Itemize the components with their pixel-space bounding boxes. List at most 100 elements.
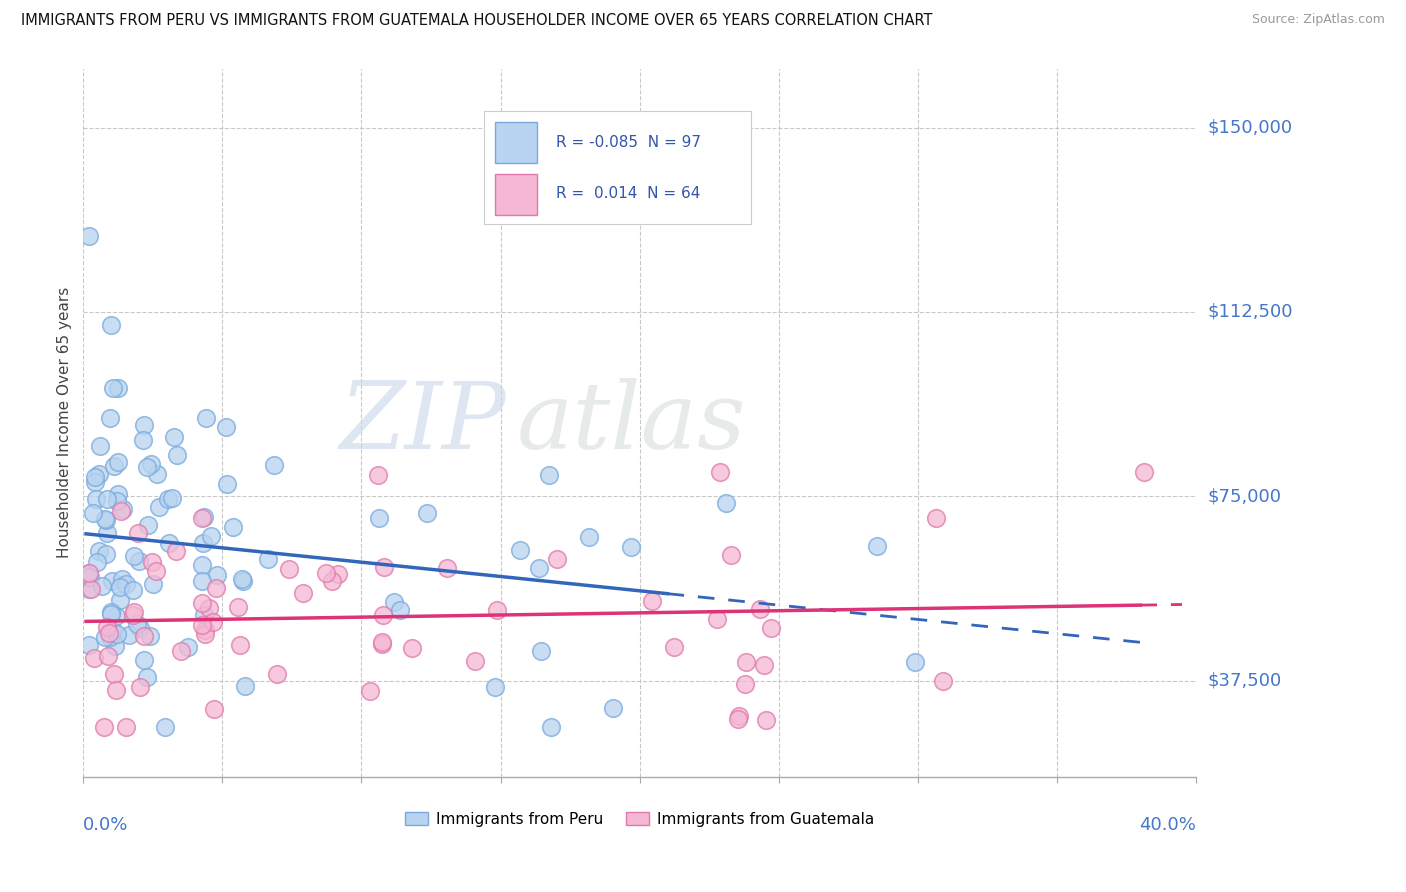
Point (89, 439, 111, 453)
Point (292, 585, 315, 599)
Point (373, 608, 395, 623)
Point (163, 430, 186, 444)
Point (91, 579, 114, 593)
Point (136, 518, 159, 533)
Point (122, 549, 145, 563)
Point (201, 615, 224, 629)
Point (129, 680, 152, 694)
Point (100, 318, 122, 332)
Point (222, 520, 245, 534)
Point (368, 511, 391, 525)
Point (382, 594, 405, 608)
Point (321, 574, 343, 588)
Point (662, 640, 685, 655)
Point (170, 643, 193, 657)
Point (135, 459, 157, 474)
Point (104, 639, 127, 653)
Point (105, 494, 128, 508)
Point (1132, 465, 1154, 479)
Point (129, 621, 152, 635)
Text: IMMIGRANTS FROM PERU VS IMMIGRANTS FROM GUATEMALA HOUSEHOLDER INCOME OVER 65 YEA: IMMIGRANTS FROM PERU VS IMMIGRANTS FROM … (21, 13, 932, 29)
Point (266, 666, 288, 681)
Point (122, 605, 145, 619)
Point (77, 638, 100, 652)
Point (197, 601, 219, 615)
Point (103, 667, 125, 681)
Point (157, 492, 180, 507)
Point (96, 525, 118, 540)
Point (83, 651, 105, 665)
Point (100, 605, 122, 619)
Point (866, 539, 889, 553)
Point (82, 506, 104, 520)
Point (401, 640, 423, 655)
Point (367, 468, 389, 483)
Point (932, 674, 955, 689)
Point (105, 683, 128, 698)
Point (904, 655, 927, 669)
Point (98, 625, 121, 640)
Point (96, 548, 118, 562)
Point (132, 433, 155, 447)
Point (714, 496, 737, 510)
Point (200, 529, 222, 543)
Point (145, 564, 167, 578)
Point (755, 713, 778, 727)
Point (193, 509, 215, 524)
Point (86, 555, 108, 569)
Text: $112,500: $112,500 (1208, 303, 1292, 321)
Point (620, 541, 643, 555)
Point (159, 536, 181, 550)
Point (141, 556, 163, 570)
Text: $150,000: $150,000 (1208, 119, 1292, 136)
Point (257, 552, 280, 566)
Point (328, 566, 350, 581)
Point (215, 419, 238, 434)
Y-axis label: Householder Income Over 65 years: Householder Income Over 65 years (58, 287, 72, 558)
Point (132, 629, 155, 643)
Point (114, 721, 136, 735)
Point (142, 576, 165, 591)
Point (231, 573, 253, 587)
Point (205, 582, 228, 596)
Point (191, 618, 214, 632)
Point (166, 448, 188, 462)
Point (118, 628, 141, 642)
Point (924, 511, 946, 525)
Point (190, 574, 212, 588)
Point (94, 512, 117, 526)
Point (277, 562, 299, 576)
Point (139, 629, 162, 643)
Point (373, 559, 395, 574)
Point (94, 513, 117, 527)
Point (484, 680, 506, 694)
Point (103, 624, 125, 638)
Point (96, 619, 118, 633)
Point (107, 487, 129, 501)
Point (540, 721, 562, 735)
Point (229, 638, 252, 652)
Point (122, 582, 145, 597)
Point (77, 566, 100, 580)
Point (77, 228, 100, 243)
Point (101, 574, 124, 589)
Point (127, 525, 149, 540)
Point (111, 572, 134, 586)
Point (104, 608, 127, 623)
Point (728, 708, 751, 723)
Point (128, 554, 150, 568)
Point (115, 577, 138, 591)
Point (125, 617, 148, 632)
Point (79, 582, 101, 597)
Point (98, 410, 121, 425)
Text: atlas: atlas (517, 377, 747, 467)
Point (734, 676, 756, 690)
Point (110, 580, 132, 594)
Point (98, 630, 121, 644)
Point (749, 602, 772, 616)
Point (530, 644, 553, 658)
Point (94, 630, 117, 644)
Point (735, 656, 758, 670)
Point (706, 612, 728, 626)
Point (93, 721, 115, 735)
